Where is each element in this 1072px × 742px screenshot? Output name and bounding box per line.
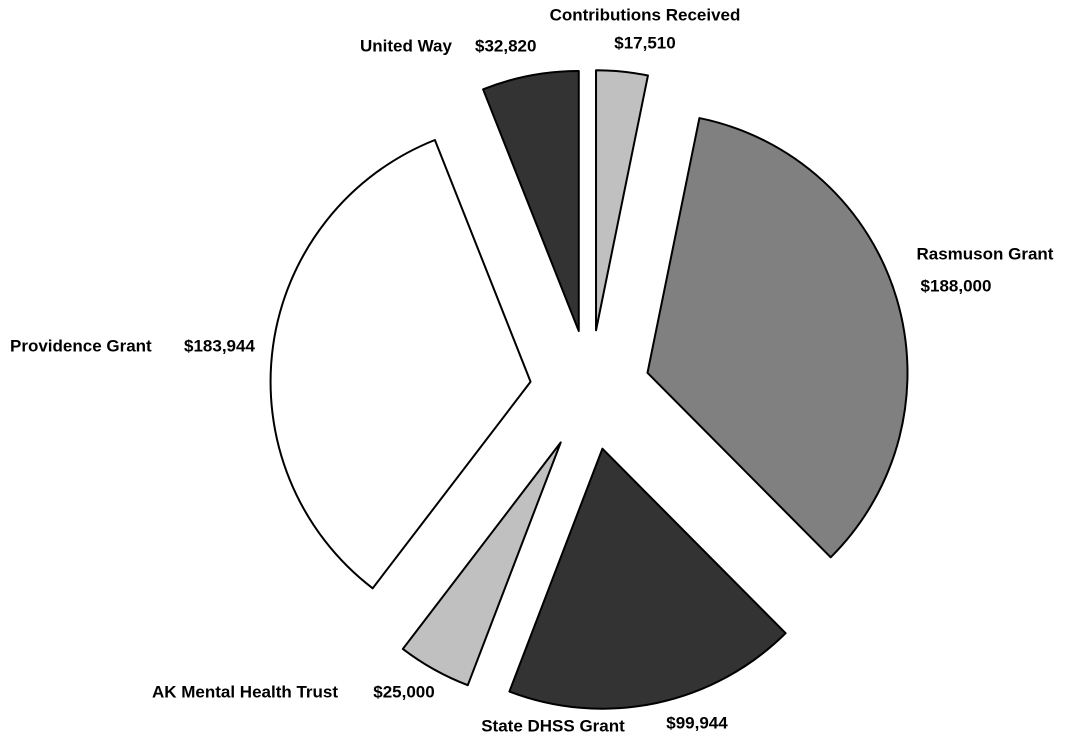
- slice-value-label: $32,820: [475, 36, 536, 55]
- slice-value-label: $188,000: [921, 276, 992, 295]
- slice-value-label: $25,000: [373, 682, 434, 701]
- slice-label: Rasmuson Grant: [917, 244, 1054, 263]
- pie-slice: [269, 138, 532, 590]
- slice-value-label: $99,944: [666, 713, 728, 732]
- slice-label: United Way: [360, 36, 452, 55]
- slice-label: Contributions Received: [550, 5, 741, 24]
- slice-label: AK Mental Health Trust: [152, 682, 338, 701]
- pie-slice: [595, 69, 649, 332]
- slice-value-label: $17,510: [614, 33, 675, 52]
- slice-label: Providence Grant: [10, 336, 152, 355]
- pie-slice: [508, 447, 787, 710]
- pie-slice: [646, 117, 909, 559]
- slice-value-label: $183,944: [184, 336, 255, 355]
- slice-label: State DHSS Grant: [481, 716, 625, 735]
- pie-slice: [482, 70, 580, 333]
- pie-slice: [401, 441, 562, 687]
